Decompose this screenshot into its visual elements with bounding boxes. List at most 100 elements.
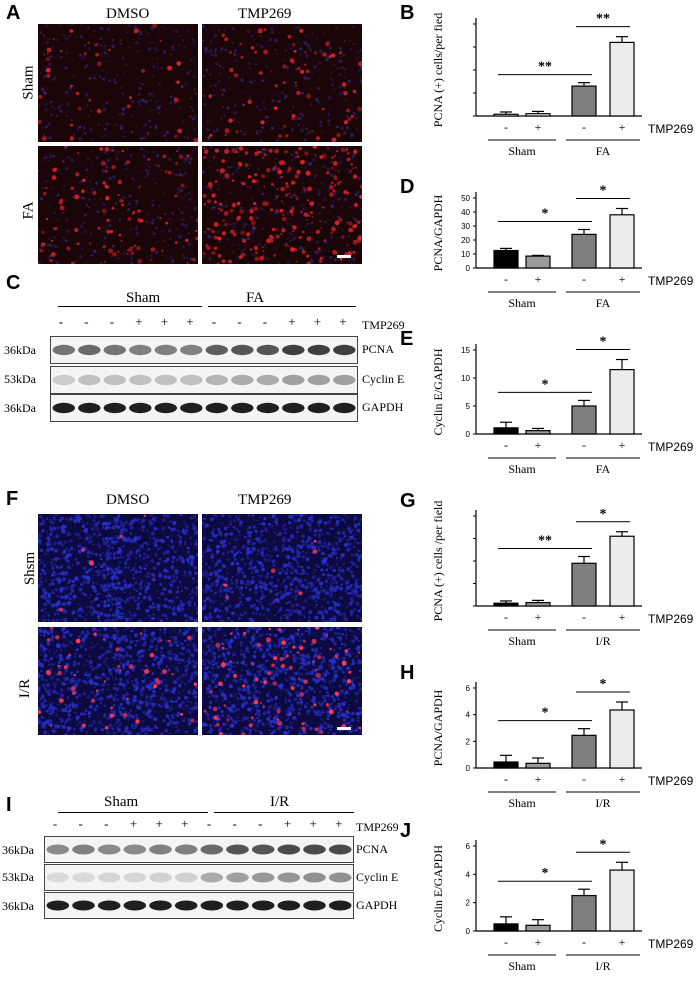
group-label: Sham — [508, 959, 536, 973]
y-tick-label: 10 — [461, 250, 470, 259]
blot-band — [174, 900, 198, 911]
group-label: Sham — [508, 462, 536, 476]
blot-band — [256, 344, 279, 356]
blot-i-kda-cycline: 53kDa — [2, 870, 34, 884]
treatment-sign: + — [535, 272, 542, 286]
y-tick-label: 5 — [466, 402, 471, 411]
micro-a-col-dmso: DMSO — [106, 6, 150, 22]
bar — [525, 924, 551, 932]
treatment-sign: - — [262, 314, 268, 329]
significance-label: * — [600, 507, 607, 522]
micro-a-sham-tmp269 — [202, 24, 362, 142]
bar — [525, 762, 551, 769]
treatment-sign: - — [211, 314, 217, 329]
y-tick-label: 4 — [466, 870, 471, 879]
y-axis-label: Cyclin E/GAPDH — [431, 845, 445, 932]
bar — [571, 734, 597, 769]
blot-band — [251, 844, 275, 855]
bar — [493, 923, 519, 932]
treatment-sign: - — [582, 935, 586, 949]
blot-band — [205, 344, 228, 356]
blot-band — [256, 402, 279, 414]
blot-c-group-sham: Sham — [126, 290, 161, 306]
micro-a-row-fa: FA — [20, 201, 37, 220]
blot-band — [149, 844, 172, 855]
treatment-sign: + — [339, 314, 347, 329]
blot-band — [226, 844, 249, 855]
bar — [571, 405, 597, 435]
treatment-sign: - — [237, 314, 242, 329]
group-label: Sham — [508, 144, 536, 158]
micro-a-fa-dmso — [38, 146, 198, 264]
panel-letter-f: F — [6, 488, 19, 510]
blot-band — [303, 844, 326, 855]
group-label: Sham — [508, 296, 536, 310]
blot-i-strip-cycline — [44, 864, 354, 891]
blot-i-treatment-label: TMP269 — [356, 820, 399, 834]
bar — [609, 869, 635, 932]
blot-band — [129, 402, 152, 414]
blot-c-group-fa: FA — [246, 290, 265, 306]
treatment-sign: + — [135, 314, 143, 329]
blot-band — [200, 844, 224, 855]
blot-band — [200, 872, 224, 883]
treatment-sign: - — [582, 610, 586, 624]
micro-a-row-sham: Sham — [20, 65, 37, 100]
chart-b: PCNA (+) cells/per fied - + - + TMP269 Sham FA *… — [404, 0, 696, 172]
y-tick-label: 40 — [461, 208, 470, 217]
blot-band — [97, 844, 121, 855]
y-tick-label: 4 — [466, 711, 471, 720]
y-axis-label: Cyclin E/GAPDH — [431, 348, 445, 435]
blot-band — [307, 374, 330, 386]
chart-svg: PCNA/GAPDH 0 2 4 6 - + - + TMP269 Sham I/R * * — [431, 677, 694, 810]
blot-band — [46, 844, 70, 855]
treatment-sign: + — [283, 816, 292, 831]
chart-svg: PCNA (+) cells/per fied - + - + TMP269 Sham FA *… — [431, 12, 694, 158]
blot-band — [97, 872, 121, 883]
treatment-sign: - — [504, 772, 508, 786]
bar — [609, 214, 635, 269]
treatment-sign: - — [504, 438, 508, 452]
blot-band — [251, 872, 275, 883]
bar — [571, 85, 597, 117]
micro-f-col-dmso: DMSO — [106, 492, 150, 508]
chart-svg: PCNA/GAPDH 0 10 20 30 40 50 - + - + TMP269 Sham FA * * — [431, 184, 694, 311]
treatment-label: TMP269 — [648, 774, 694, 788]
treatment-sign: + — [619, 272, 626, 286]
y-tick-label: 6 — [466, 842, 471, 851]
blot-band — [180, 374, 203, 386]
treatment-sign: + — [160, 314, 169, 329]
blot-band — [78, 402, 101, 414]
blot-c-strip-pcna — [50, 336, 358, 364]
micro-f-ir-tmp269 — [202, 627, 362, 735]
y-tick-label: 0 — [466, 927, 471, 936]
treatment-sign: + — [535, 438, 542, 452]
micro-f-ir-dmso — [38, 627, 198, 735]
significance-label: * — [600, 335, 607, 350]
blot-band — [231, 344, 254, 356]
bar — [493, 602, 519, 607]
bar — [525, 602, 551, 607]
blot-band — [154, 402, 177, 414]
micro-f-row-shsm: Shsm — [22, 551, 39, 586]
blot-band — [307, 344, 330, 356]
blot-band — [282, 344, 305, 356]
blot-band — [226, 900, 249, 911]
group-label: FA — [596, 296, 611, 310]
blot-band — [78, 374, 101, 386]
group-label: FA — [596, 144, 611, 158]
chart-e: Cyclin E/GAPDH 0 5 10 15 - + - + TMP269 Sham FA * * — [404, 326, 696, 490]
blot-i-protein-gapdh: GAPDH — [356, 898, 398, 912]
treatment-sign: + — [535, 120, 542, 134]
treatment-sign: - — [504, 120, 508, 134]
chart-d: PCNA/GAPDH 0 10 20 30 40 50 - + - + TMP269 Sham FA * * — [404, 174, 696, 324]
blot-band — [277, 872, 301, 883]
blot-c-kda-cycline: 53kDa — [4, 372, 36, 386]
blot-band — [307, 402, 330, 414]
treatment-sign: - — [52, 816, 58, 831]
blot-band — [129, 374, 152, 386]
treatment-sign: - — [582, 772, 586, 786]
blot-band — [174, 844, 198, 855]
micro-a-fa-tmp269 — [202, 146, 362, 264]
panel-letter-h: H — [400, 662, 415, 684]
